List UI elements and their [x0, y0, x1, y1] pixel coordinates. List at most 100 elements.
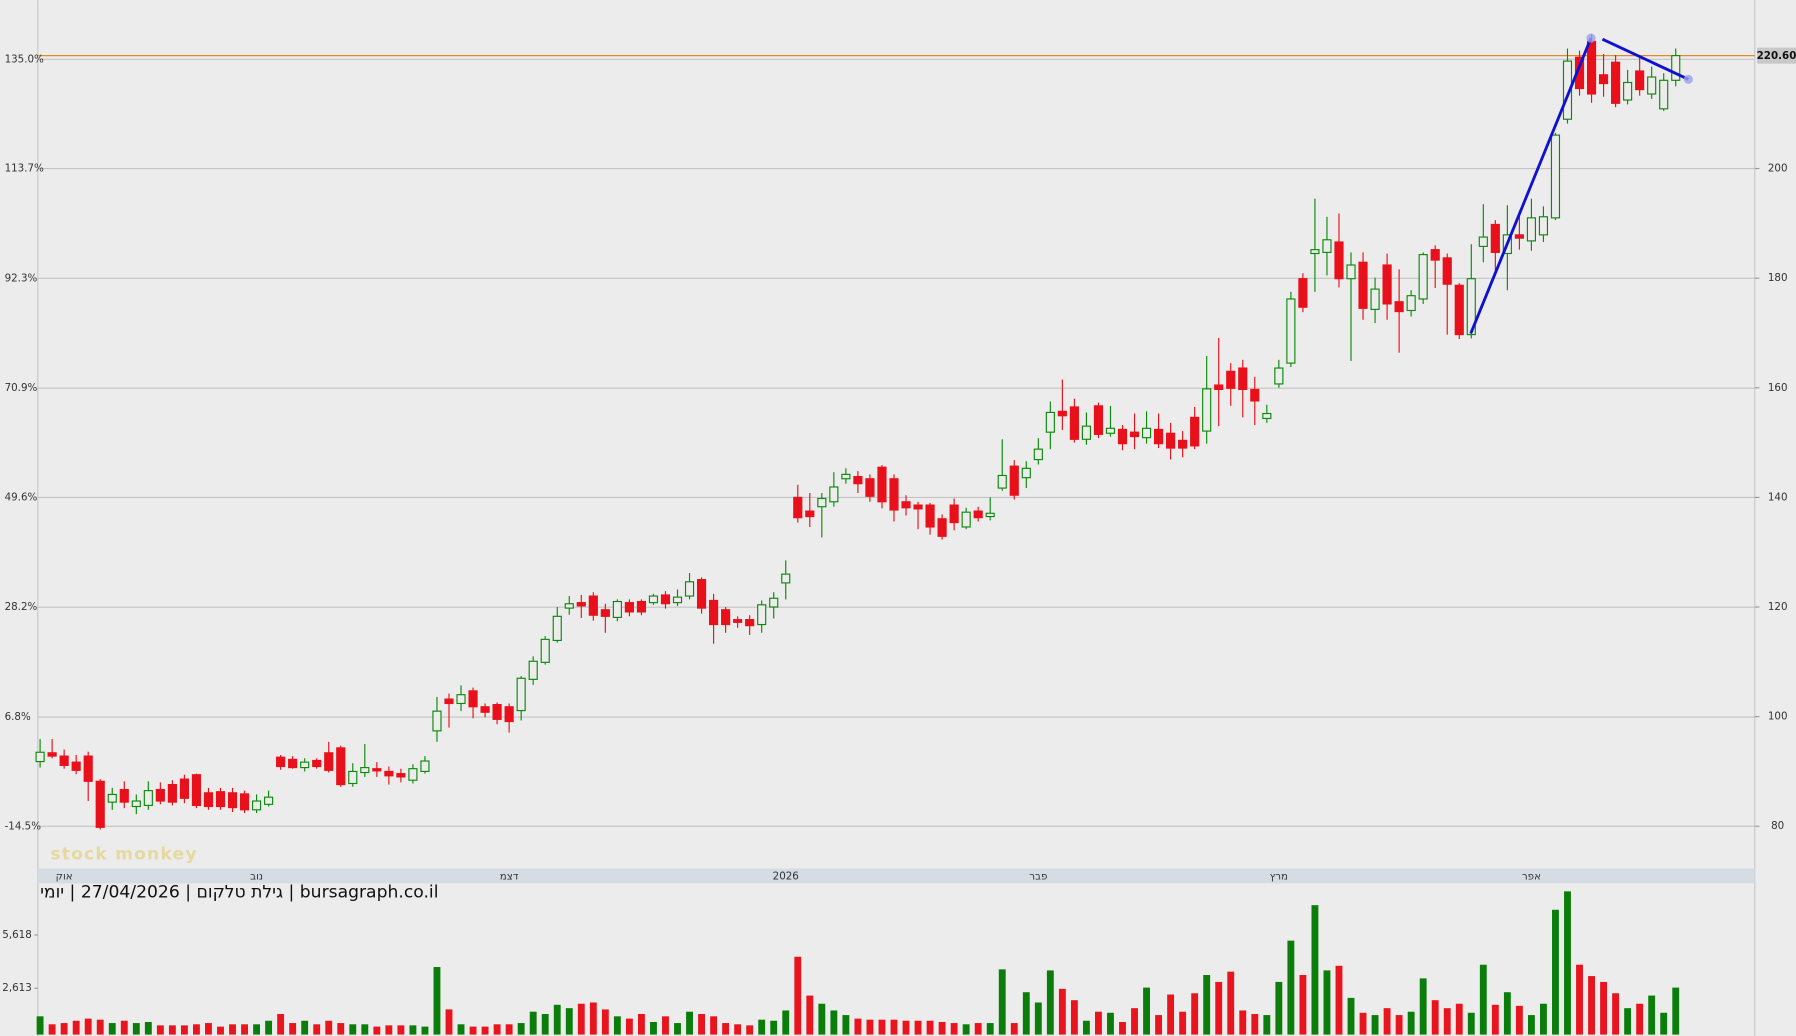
volume-bar: [457, 1024, 465, 1035]
volume-bar: [782, 1010, 790, 1035]
y-tick-label: 80: [1771, 820, 1784, 832]
candle-body: [1490, 223, 1500, 253]
candle-body: [492, 703, 502, 720]
volume-bar: [962, 1024, 970, 1035]
candle-body: [588, 595, 598, 616]
candle-body: [877, 466, 887, 503]
watermark: stock monkey: [50, 845, 197, 865]
candle-body: [432, 710, 442, 732]
candle-body: [1370, 288, 1380, 310]
volume-bar: [108, 1023, 116, 1035]
volume-bar: [1467, 1012, 1475, 1035]
candle-body: [420, 760, 430, 773]
volume-bar: [722, 1023, 730, 1035]
volume-bar: [1527, 1015, 1535, 1035]
volume-bar: [541, 1014, 549, 1035]
candle-body: [372, 768, 382, 772]
candle-body: [300, 761, 310, 769]
candle-body: [1009, 465, 1019, 496]
volume-bar: [1515, 1005, 1523, 1035]
volume-bar: [914, 1020, 922, 1035]
volume-bar: [1275, 981, 1283, 1035]
last-price-label: 220.60: [1757, 50, 1796, 62]
candle-body: [781, 573, 791, 584]
volume-bar: [1131, 1008, 1138, 1035]
candle-body: [1442, 257, 1452, 285]
volume-bar: [1479, 964, 1487, 1035]
candle-body: [973, 510, 983, 519]
candle-body: [396, 773, 406, 778]
volume-bar: [1155, 1015, 1163, 1035]
candle-body: [408, 768, 418, 781]
volume-bar: [686, 1011, 693, 1035]
volume-bar: [1082, 1020, 1090, 1035]
candle-body: [1526, 217, 1536, 242]
volume-bar: [229, 1024, 236, 1035]
candle-body: [1358, 261, 1368, 309]
x-tick-label: 2026: [773, 871, 799, 883]
candle-body: [1346, 264, 1356, 280]
volume-bar: [1299, 975, 1307, 1035]
volume-bar: [1034, 1002, 1042, 1035]
volume-bar: [1058, 988, 1066, 1035]
candle-body: [733, 619, 743, 623]
marks: [35, 34, 1681, 1035]
volume-bar: [217, 1026, 224, 1035]
last-price-box: [1757, 47, 1796, 64]
candle-body: [1478, 236, 1488, 247]
candle-body: [203, 792, 214, 808]
candle-body: [1538, 216, 1549, 236]
candle-body: [1166, 432, 1176, 449]
candle-body: [540, 638, 550, 663]
volume-bar: [48, 1024, 56, 1035]
volume-bar: [313, 1024, 321, 1035]
candle-body: [384, 770, 394, 777]
trend-line-down: [1601, 37, 1689, 81]
volume-bar: [349, 1024, 357, 1035]
candle-body: [1394, 301, 1404, 313]
candle-body: [1033, 448, 1043, 461]
volume-bar: [1540, 1003, 1547, 1035]
volume-bar: [1383, 1008, 1391, 1035]
volume-bar: [253, 1024, 261, 1035]
candle-body: [360, 767, 370, 774]
candle-body: [997, 474, 1007, 489]
y2-tick-label: 92.3%: [5, 272, 38, 284]
volume-bar: [890, 1019, 898, 1035]
trend-handle: [1586, 33, 1596, 43]
volume-tick-label: 5,618: [2, 929, 31, 941]
volume-bar: [325, 1020, 333, 1035]
volume-bar: [120, 1020, 128, 1035]
y2-tick-label: 49.6%: [5, 491, 38, 503]
candle-body: [552, 615, 562, 642]
candle-body: [1635, 70, 1645, 91]
volume-bar: [469, 1026, 477, 1035]
volume-bar: [481, 1026, 489, 1035]
y-tick-label: 120: [1768, 601, 1788, 613]
volume-bar: [132, 1023, 140, 1035]
candle-body: [251, 800, 262, 811]
volume-bar: [156, 1025, 164, 1035]
candle-body: [793, 496, 803, 519]
candle-body: [239, 793, 250, 811]
candle-body: [1105, 427, 1116, 434]
candle-body: [468, 690, 478, 708]
volume-bar: [361, 1024, 369, 1035]
candle-body: [35, 751, 45, 763]
candle-body: [1298, 278, 1308, 308]
candle-body: [276, 756, 286, 768]
candle-body: [865, 478, 875, 497]
candle-body: [155, 788, 165, 802]
volume-bar: [770, 1020, 778, 1035]
volume-bar: [1095, 1011, 1102, 1035]
candle-body: [1214, 384, 1224, 390]
y-tick-label: 200: [1768, 163, 1788, 175]
candle-body: [504, 706, 514, 723]
candle-body: [1611, 61, 1621, 104]
volume-bar: [998, 969, 1006, 1035]
candle-body: [961, 511, 971, 528]
volume-bar: [974, 1023, 982, 1035]
candle-body: [1550, 134, 1561, 219]
volume-bar: [866, 1019, 874, 1035]
